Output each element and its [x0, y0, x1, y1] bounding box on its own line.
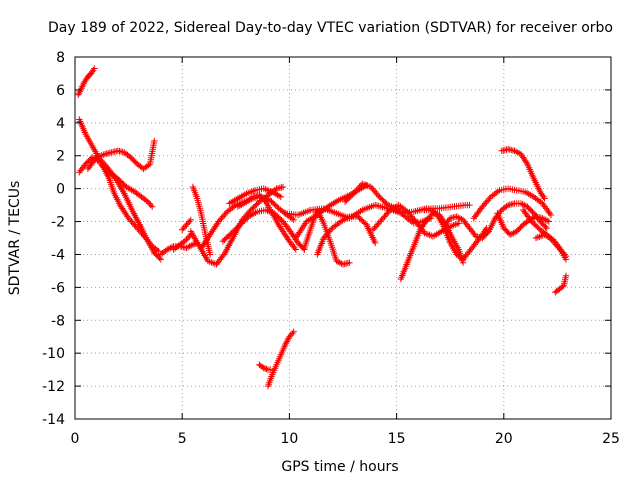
series-markers — [234, 192, 299, 253]
series-s16 — [264, 328, 297, 390]
series-s15 — [256, 361, 274, 373]
y-tick-label: 4 — [56, 116, 65, 132]
series-s7 — [170, 231, 194, 253]
y-tick-label: -10 — [42, 346, 65, 362]
series-s28 — [498, 145, 548, 202]
series-s20 — [314, 213, 379, 258]
series-markers — [157, 239, 201, 258]
series-s26 — [470, 185, 555, 222]
y-tick-label: -4 — [51, 247, 65, 263]
x-axis-title: GPS time / hours — [281, 459, 398, 475]
y-tick-label: -12 — [42, 379, 65, 395]
series-markers — [226, 185, 284, 207]
y-tick-label: 2 — [56, 149, 65, 165]
series-markers — [76, 116, 164, 263]
x-tick-label: 0 — [71, 431, 80, 447]
data-series — [75, 65, 570, 390]
series-s4 — [84, 137, 158, 173]
series-s31 — [552, 272, 570, 296]
y-tick-label: 0 — [56, 182, 65, 198]
series-markers — [498, 145, 548, 202]
series-s6 — [157, 239, 201, 258]
x-tick-label: 15 — [388, 431, 406, 447]
x-tick-label: 5 — [178, 431, 187, 447]
series-markers — [264, 328, 297, 390]
series-markers — [552, 272, 570, 296]
series-s30 — [532, 231, 570, 263]
series-s2 — [76, 116, 164, 263]
axis-ticks: 0 5 10 15 20 25 -14 -12 -10 -8 -6 -4 -2 0 2 4 6 8 — [42, 50, 620, 447]
chart-title: Day 189 of 2022, Sidereal Day-to-day VTE… — [48, 20, 613, 36]
series-s5 — [97, 160, 156, 210]
plot-frame — [74, 56, 612, 420]
x-tick-label: 20 — [495, 431, 513, 447]
series-markers — [179, 216, 194, 233]
y-tick-label: -6 — [51, 280, 65, 296]
series-s14 — [234, 192, 299, 253]
series-markers — [97, 160, 156, 210]
grid-lines — [75, 57, 611, 419]
series-markers — [170, 231, 194, 253]
y-tick-label: -2 — [51, 215, 65, 231]
series-markers — [532, 231, 570, 263]
series-markers — [470, 185, 555, 222]
series-markers — [84, 137, 158, 173]
y-tick-label: -14 — [42, 412, 65, 428]
series-markers — [341, 180, 435, 227]
y-tick-label: 6 — [56, 83, 65, 99]
y-axis-title: SDTVAR / TECUs — [7, 181, 23, 296]
x-tick-label: 10 — [280, 431, 298, 447]
y-tick-label: 8 — [56, 50, 65, 66]
y-tick-label: -8 — [51, 313, 65, 329]
series-markers — [75, 65, 98, 98]
series-markers — [314, 213, 379, 258]
series-s1 — [75, 65, 98, 98]
series-s8 — [179, 216, 194, 233]
series-s13 — [226, 185, 284, 207]
series-markers — [256, 361, 274, 373]
x-tick-label: 25 — [602, 431, 620, 447]
